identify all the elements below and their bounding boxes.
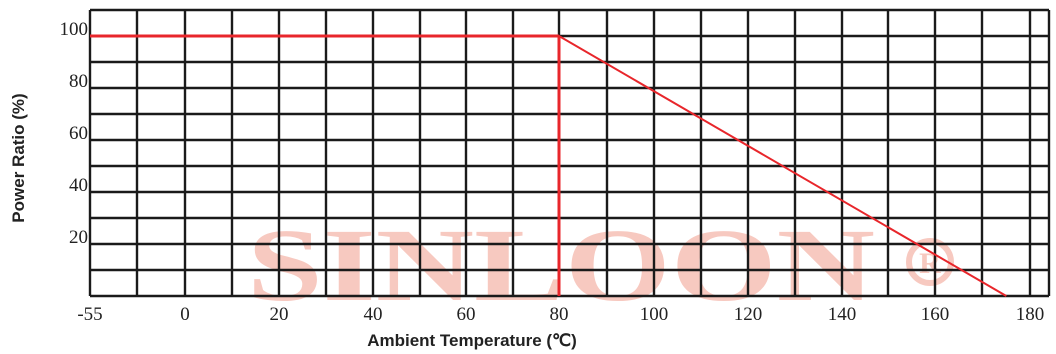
x-tick-label: 60 xyxy=(457,304,476,325)
y-tick-label: 60 xyxy=(69,123,88,144)
plot-lines xyxy=(90,34,1007,297)
y-tick-label: 100 xyxy=(60,19,89,40)
x-tick-label: 40 xyxy=(364,304,383,325)
registered-mark-circle xyxy=(906,238,954,286)
y-tick-label: 40 xyxy=(69,175,88,196)
x-axis-label: Ambient Temperature (℃) xyxy=(367,331,577,350)
x-tick-label: 80 xyxy=(550,304,569,325)
watermark-text: SINLOON xyxy=(247,208,875,323)
y-tick-label: 80 xyxy=(69,71,88,92)
x-tick-label: 100 xyxy=(640,304,669,325)
chart-grid xyxy=(88,8,1051,298)
x-tick-label: 120 xyxy=(734,304,763,325)
x-axis-ticks: -55 0 20 40 60 80 100 120 140 160 180 xyxy=(77,304,1044,325)
y-tick-label: 20 xyxy=(69,227,88,248)
x-tick-label: 20 xyxy=(270,304,289,325)
x-tick-label: 160 xyxy=(921,304,950,325)
x-tick-label: 140 xyxy=(828,304,857,325)
x-tick-label: 180 xyxy=(1016,304,1045,325)
x-tick-label: 0 xyxy=(180,304,190,325)
x-tick-label: -55 xyxy=(77,304,102,325)
y-axis-label: Power Ratio (%) xyxy=(9,93,28,222)
y-axis-ticks: 20 40 60 80 100 xyxy=(60,19,89,248)
